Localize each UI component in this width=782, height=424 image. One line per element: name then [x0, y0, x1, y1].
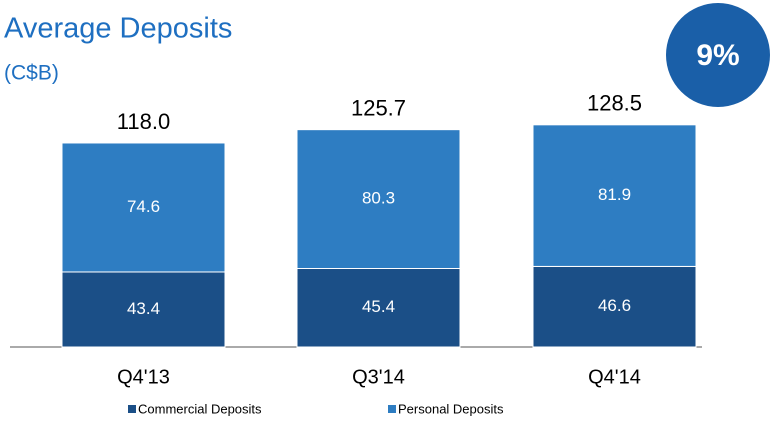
x-tick-label: Q4'14: [588, 366, 641, 388]
chart-title: Average Deposits: [4, 13, 232, 45]
badge-circle: [666, 3, 770, 107]
x-tick-label: Q3'14: [352, 366, 405, 388]
segment-label: 43.4: [127, 299, 160, 318]
bar-segment: [61, 271, 226, 348]
segment-label: 45.4: [362, 297, 395, 316]
total-label: 125.7: [351, 95, 406, 120]
legend-swatch: [128, 405, 136, 413]
legend-label: Commercial Deposits: [138, 401, 262, 416]
legend-swatch: [388, 405, 396, 413]
x-tick-label: Q4'13: [117, 366, 170, 388]
chart-subtitle: (C$B): [4, 62, 59, 85]
badge-text: 9%: [696, 39, 739, 72]
bar-segment: [296, 268, 461, 348]
segment-label: 74.6: [127, 197, 160, 216]
total-label: 128.5: [587, 91, 642, 116]
total-label: 118.0: [117, 109, 170, 134]
bar-segment: [532, 265, 697, 348]
bar-segment: [296, 129, 461, 270]
segment-label: 46.6: [598, 296, 631, 315]
segment-label: 80.3: [362, 189, 395, 208]
bar-segment: [532, 124, 697, 267]
segment-label: 81.9: [598, 185, 631, 204]
legend-label: Personal Deposits: [398, 401, 504, 416]
bar-segment: [61, 142, 226, 273]
